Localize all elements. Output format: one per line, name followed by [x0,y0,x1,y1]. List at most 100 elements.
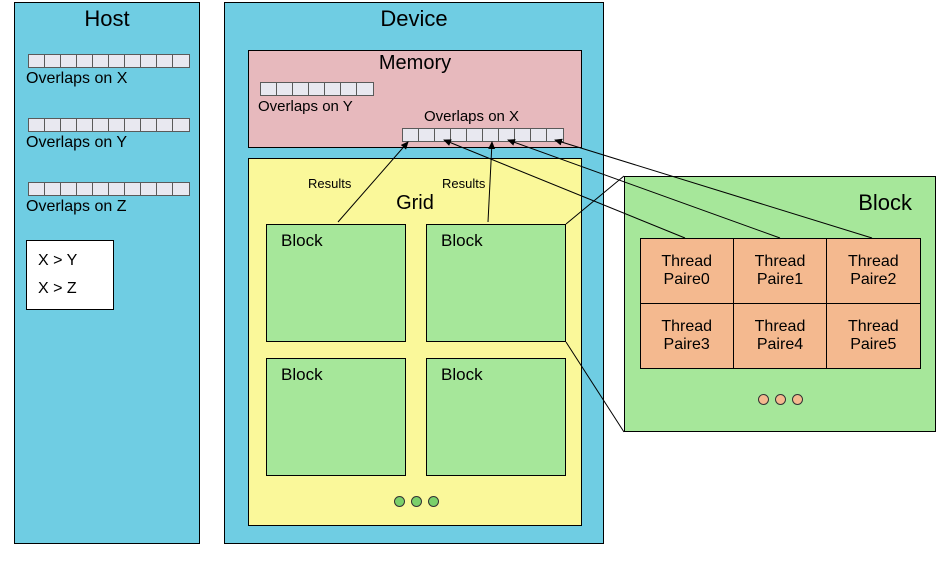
host-overlap-z-label: Overlaps on Z [26,198,126,216]
thread-cell-line1: Thread [661,318,712,336]
thread-cell: ThreadPaire2 [826,238,920,304]
dot-icon [411,496,422,507]
memory-overlap-y-strip [260,82,374,96]
grid-block: Block [266,358,406,476]
cell [77,55,93,67]
grid-block-label: Block [267,225,405,251]
cell [45,119,61,131]
cell [141,183,157,195]
grid-block: Block [426,358,566,476]
thread-cell-line2: Paire2 [850,271,896,289]
device-title: Device [224,4,604,32]
cell [451,129,467,141]
cell [173,183,189,195]
cell [293,83,309,95]
dot-icon [758,394,769,405]
cell [547,129,563,141]
host-condition-box [26,240,114,310]
thread-cell: ThreadPaire4 [733,303,827,369]
memory-overlap-x-label: Overlaps on X [424,108,519,125]
cell [141,55,157,67]
cell [29,183,45,195]
cell [61,55,77,67]
cell [77,183,93,195]
grid-block: Block [426,224,566,342]
cell [173,119,189,131]
cell [61,119,77,131]
host-overlap-x-strip [28,54,190,68]
grid-block: Block [266,224,406,342]
host-cond2: X > Z [38,280,77,298]
cell [261,83,277,95]
cell [125,55,141,67]
thread-cell-line1: Thread [848,318,899,336]
cell [125,183,141,195]
cell [325,83,341,95]
cell [277,83,293,95]
thread-cell: ThreadPaire5 [826,303,920,369]
grid-title: Grid [248,192,582,215]
block-detail-title: Block [624,190,936,216]
thread-cell: ThreadPaire3 [640,303,734,369]
cell [157,183,173,195]
cell [309,83,325,95]
cell [45,183,61,195]
cell [29,119,45,131]
cell [157,55,173,67]
cell [499,129,515,141]
cell [467,129,483,141]
host-cond1: X > Y [38,252,77,270]
thread-cell-line1: Thread [661,253,712,271]
cell [109,119,125,131]
host-overlap-y-strip [28,118,190,132]
thread-grid: ThreadPaire0ThreadPaire1ThreadPaire2Thre… [640,238,920,368]
dot-icon [792,394,803,405]
cell [45,55,61,67]
grid-block-label: Block [427,359,565,385]
grid-block-label: Block [427,225,565,251]
cell [403,129,419,141]
thread-cell-line1: Thread [848,253,899,271]
cell [109,55,125,67]
cell [93,55,109,67]
host-overlap-x-label: Overlaps on X [26,70,127,88]
cell [483,129,499,141]
host-overlap-z-strip [28,182,190,196]
memory-overlap-x-strip [402,128,564,142]
cell [125,119,141,131]
cell [341,83,357,95]
cell [77,119,93,131]
cell [29,55,45,67]
thread-cell: ThreadPaire1 [733,238,827,304]
thread-cell: ThreadPaire0 [640,238,734,304]
cell [61,183,77,195]
results-label-2: Results [442,176,485,191]
grid-block-label: Block [267,359,405,385]
thread-cell-line2: Paire0 [664,271,710,289]
host-overlap-y-label: Overlaps on Y [26,134,127,152]
cell [157,119,173,131]
memory-overlap-y-label: Overlaps on Y [258,98,353,115]
memory-title: Memory [248,52,582,75]
cell [515,129,531,141]
thread-cell-line1: Thread [755,253,806,271]
cell [419,129,435,141]
dot-icon [775,394,786,405]
cell [173,55,189,67]
thread-cell-line2: Paire4 [757,336,803,354]
cell [93,119,109,131]
dot-icon [394,496,405,507]
cell [435,129,451,141]
cell [141,119,157,131]
dot-icon [428,496,439,507]
host-title: Host [14,4,200,32]
thread-cell-line2: Paire5 [850,336,896,354]
cell [357,83,373,95]
block-dots [758,394,803,405]
thread-cell-line1: Thread [755,318,806,336]
cell [531,129,547,141]
cell [93,183,109,195]
results-label-1: Results [308,176,351,191]
grid-dots [394,496,439,507]
thread-cell-line2: Paire1 [757,271,803,289]
